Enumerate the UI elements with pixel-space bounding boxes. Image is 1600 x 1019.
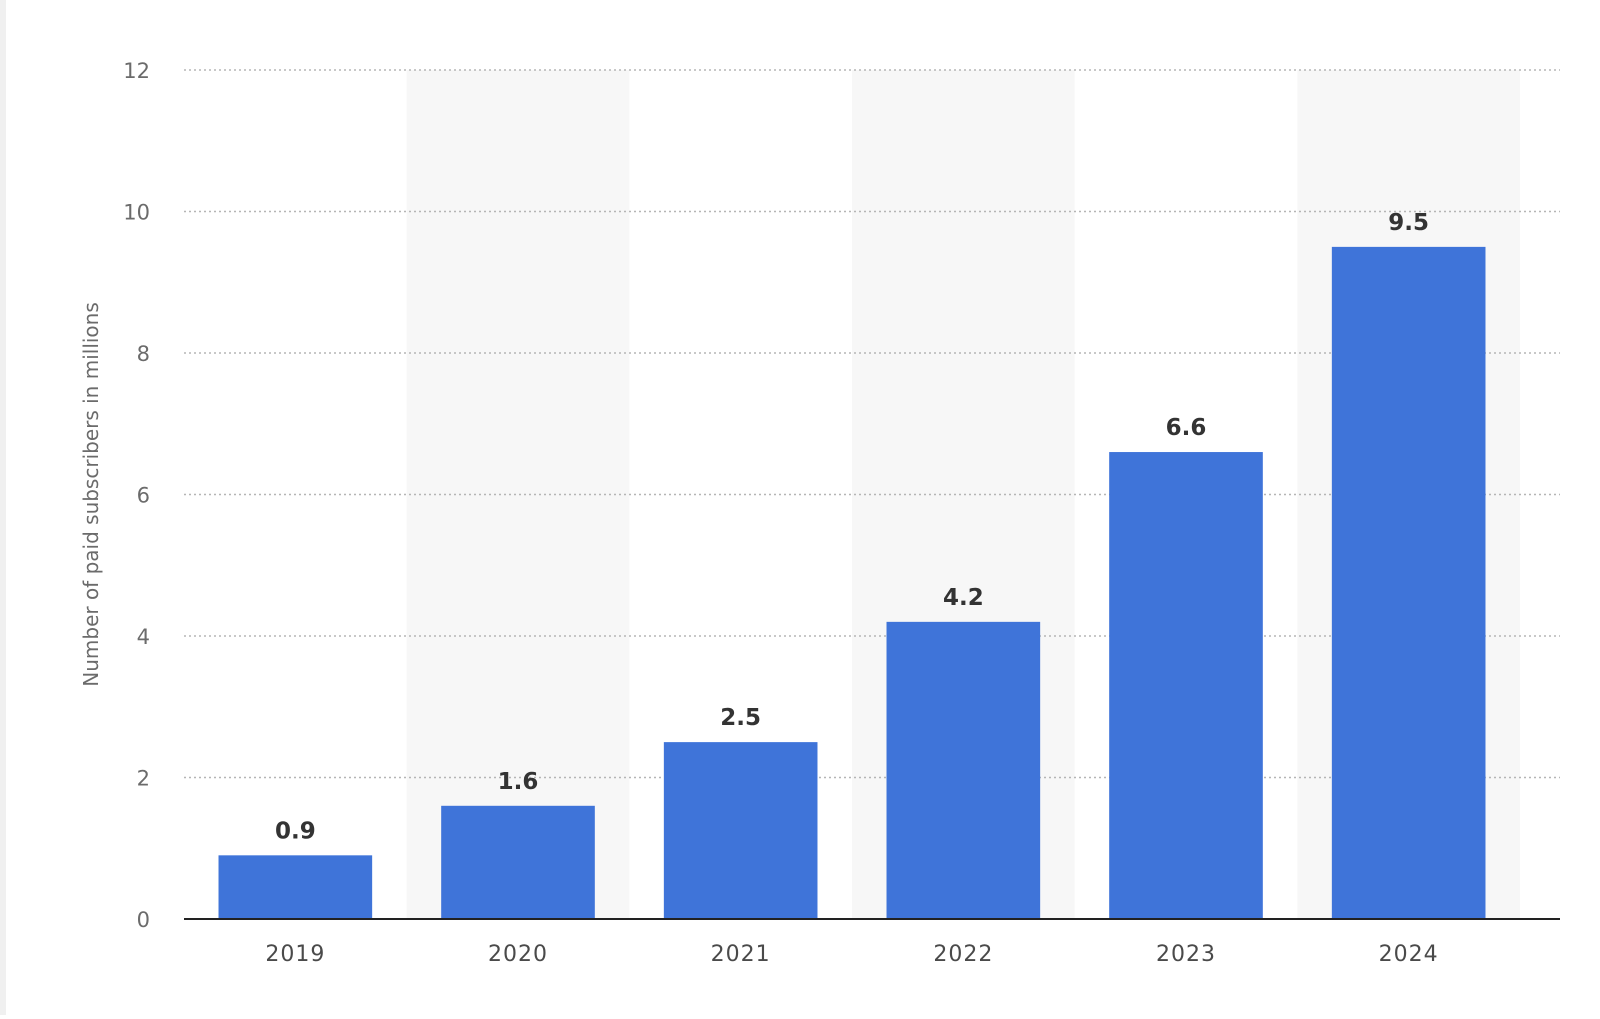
bar-2020[interactable] bbox=[441, 805, 595, 919]
y-axis-ticks: 0 2 4 6 8 10 12 bbox=[123, 59, 150, 932]
x-tick-label-2023: 2023 bbox=[1156, 942, 1216, 967]
y-tick-label-4: 4 bbox=[137, 625, 150, 649]
data-labels: 0.9 1.6 2.5 4.2 6.6 9.5 bbox=[275, 210, 1429, 844]
data-label-2020: 1.6 bbox=[498, 769, 539, 795]
data-label-2022: 4.2 bbox=[943, 585, 984, 611]
x-tick-label-2020: 2020 bbox=[488, 942, 548, 967]
band-2020 bbox=[406, 70, 630, 919]
y-tick-label-10: 10 bbox=[123, 201, 150, 225]
data-label-2021: 2.5 bbox=[720, 705, 761, 731]
x-axis-ticks: 2019 2020 2021 2022 2023 2024 bbox=[265, 942, 1439, 967]
x-tick-label-2019: 2019 bbox=[265, 942, 325, 967]
y-tick-label-12: 12 bbox=[123, 59, 150, 83]
data-label-2019: 0.9 bbox=[275, 818, 316, 844]
y-tick-label-0: 0 bbox=[137, 908, 150, 932]
x-tick-label-2021: 2021 bbox=[711, 942, 771, 967]
bars bbox=[218, 246, 1486, 919]
gridlines bbox=[184, 69, 1560, 779]
x-tick-label-2024: 2024 bbox=[1379, 942, 1439, 967]
bar-2019[interactable] bbox=[218, 855, 373, 919]
bar-2023[interactable] bbox=[1109, 452, 1263, 919]
y-tick-label-6: 6 bbox=[137, 484, 150, 508]
y-tick-label-8: 8 bbox=[137, 342, 150, 366]
data-label-2023: 6.6 bbox=[1166, 415, 1207, 441]
bar-2021[interactable] bbox=[663, 742, 818, 919]
x-tick-label-2022: 2022 bbox=[933, 942, 993, 967]
bar-2024[interactable] bbox=[1331, 246, 1486, 919]
data-label-2024: 9.5 bbox=[1388, 210, 1429, 236]
y-axis-title[interactable]: Number of paid subscribers in millions bbox=[79, 302, 103, 687]
bar-2022[interactable] bbox=[886, 621, 1041, 919]
y-tick-label-2: 2 bbox=[137, 767, 150, 791]
left-edge-rail bbox=[0, 0, 6, 1015]
